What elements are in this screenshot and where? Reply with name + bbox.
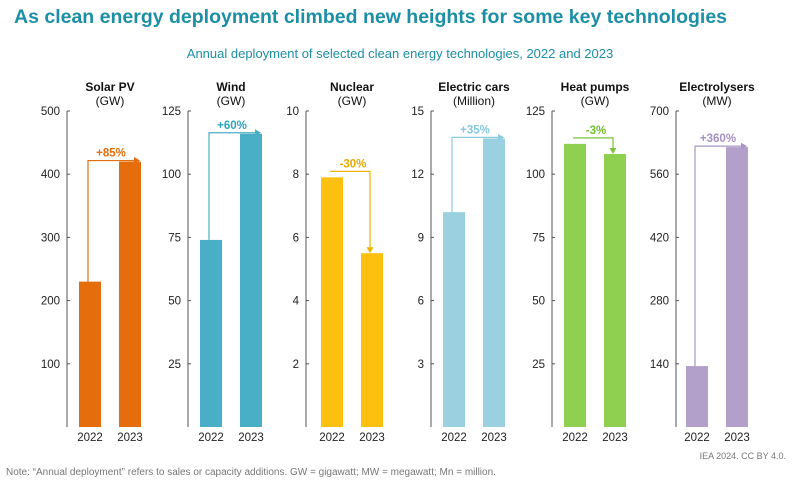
y-tick-label: 3: [418, 359, 424, 371]
chart-title: Heat pumps: [561, 80, 630, 94]
y-tick-label: 140: [650, 359, 669, 371]
y-tick-label: 700: [650, 106, 669, 118]
chart-unit: (GW): [338, 94, 367, 108]
bar-2022: [443, 212, 465, 427]
x-category-label: 2022: [684, 432, 710, 444]
bar-2022: [79, 281, 101, 427]
y-tick-label: 50: [532, 296, 545, 308]
chart-electrolysers: Electrolysers(MW) 140 280 420 560 700 2022 2023…: [650, 80, 755, 444]
x-category-label: 2023: [359, 432, 385, 444]
chart-title: Solar PV: [85, 80, 134, 94]
chart-title: Electrolysers: [679, 80, 755, 94]
change-arrow: [573, 137, 614, 150]
x-category-label: 2023: [238, 432, 264, 444]
x-category-label: 2022: [319, 432, 345, 444]
change-arrow: [694, 145, 743, 367]
y-tick-label: 500: [41, 106, 60, 118]
y-tick-label: 560: [650, 169, 669, 181]
bar-2022: [564, 143, 586, 427]
chart-subtitle: Annual deployment of selected clean ener…: [186, 46, 614, 61]
change-percent-label: -3%: [586, 125, 606, 137]
x-category-label: 2022: [77, 432, 103, 444]
change-arrowhead: [498, 133, 504, 141]
y-tick-label: 100: [162, 169, 181, 181]
chart-unit: (MW): [702, 94, 731, 108]
change-percent-label: +360%: [700, 133, 736, 145]
y-tick-label: 300: [41, 232, 60, 244]
y-tick-label: 25: [532, 359, 545, 371]
change-arrowhead: [741, 142, 747, 150]
change-arrowhead: [609, 147, 617, 154]
chart-title: Electric cars: [438, 80, 510, 94]
y-tick-label: 100: [526, 169, 545, 181]
y-tick-label: 15: [411, 106, 424, 118]
chart-unit: (GW): [96, 94, 125, 108]
change-arrow: [87, 159, 136, 282]
x-category-label: 2022: [441, 432, 467, 444]
x-category-label: 2023: [481, 432, 507, 444]
x-category-label: 2023: [724, 432, 750, 444]
y-tick-label: 12: [411, 169, 424, 181]
y-tick-label: 6: [418, 296, 424, 308]
change-percent-label: +60%: [217, 120, 247, 132]
footnote: Note: “Annual deployment” refers to sale…: [6, 467, 496, 478]
bar-2023: [240, 133, 262, 427]
chart-electric-cars: Electric cars(Million) 3 6 9 12 15 2022 2023 +35…: [411, 80, 510, 444]
change-arrowhead: [255, 129, 261, 137]
y-tick-label: 9: [418, 232, 424, 244]
y-tick-label: 75: [532, 232, 545, 244]
x-category-label: 2023: [117, 432, 143, 444]
x-category-label: 2022: [562, 432, 588, 444]
chart-title: Nuclear: [330, 80, 374, 94]
change-percent-label: +35%: [460, 124, 490, 136]
change-arrow: [330, 170, 371, 250]
y-tick-label: 125: [526, 106, 545, 118]
bar-2023: [483, 138, 505, 428]
change-arrowhead: [134, 157, 140, 165]
change-percent-label: -30%: [340, 158, 367, 170]
y-tick-label: 100: [41, 359, 60, 371]
y-tick-label: 4: [293, 296, 300, 308]
chart-unit: (GW): [581, 94, 610, 108]
change-percent-label: +85%: [96, 148, 126, 160]
x-category-label: 2022: [198, 432, 224, 444]
chart-unit: (Million): [453, 94, 495, 108]
change-arrow: [451, 136, 500, 213]
chart-nuclear: Nuclear(GW) 2 4 6 8 10 2022 2023 -30%: [286, 80, 385, 444]
y-tick-label: 6: [293, 232, 299, 244]
y-tick-label: 75: [168, 232, 181, 244]
chart-unit: (GW): [217, 94, 246, 108]
bar-2023: [361, 253, 383, 427]
y-tick-label: 8: [293, 169, 299, 181]
y-tick-label: 10: [286, 106, 299, 118]
y-tick-label: 420: [650, 232, 669, 244]
x-category-label: 2023: [602, 432, 628, 444]
change-arrow: [208, 132, 257, 240]
y-tick-label: 50: [168, 296, 181, 308]
bar-2023: [119, 161, 141, 427]
y-tick-label: 25: [168, 359, 181, 371]
y-tick-label: 125: [162, 106, 181, 118]
change-arrowhead: [366, 247, 374, 254]
chart-heat-pumps: Heat pumps(GW) 25 50 75 100 125 2022 2023 -3%: [526, 80, 630, 444]
bar-2022: [321, 177, 343, 427]
page-title: As clean energy deployment climbed new h…: [14, 6, 728, 28]
chart-title: Wind: [216, 80, 245, 94]
y-tick-label: 280: [650, 296, 669, 308]
source-credit: IEA 2024. CC BY 4.0.: [699, 451, 786, 461]
y-tick-label: 400: [41, 169, 60, 181]
y-tick-label: 200: [41, 296, 60, 308]
chart-solar-pv: Solar PV(GW) 100 200 300 400 500 2022 2023 +85%: [41, 80, 143, 444]
bar-2023: [726, 147, 748, 427]
bar-2023: [604, 153, 626, 427]
chart-wind: Wind(GW) 25 50 75 100 125 2022 2023 +60%: [162, 80, 264, 444]
bar-2022: [686, 366, 708, 427]
bar-2022: [200, 239, 222, 427]
y-tick-label: 2: [293, 359, 299, 371]
